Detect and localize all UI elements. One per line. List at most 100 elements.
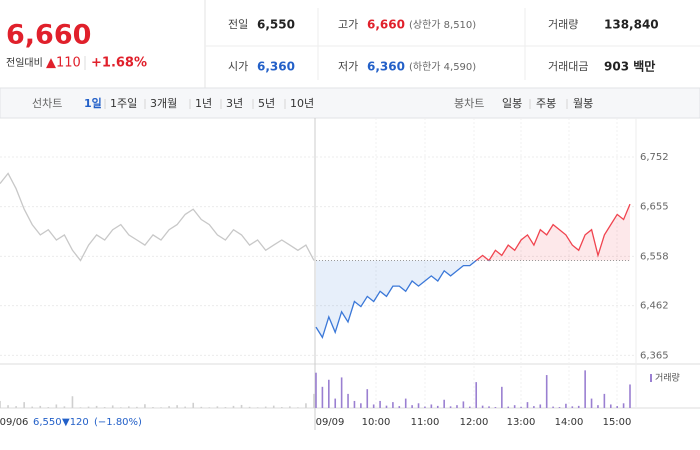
volume-bar [176, 405, 178, 408]
stat-label: 전일 [228, 17, 248, 31]
stat-value: 903 백만 [604, 59, 655, 74]
chart: 6,752 6,655 6,558 6,462 6,365 09/06 09/09 10:00… [0, 118, 700, 430]
volume-bar [353, 400, 356, 408]
x-tick-label: 10:00 [362, 417, 391, 428]
tab[interactable]: 10년 [290, 97, 314, 110]
volume-bar [192, 402, 195, 408]
volume-bar [590, 398, 593, 408]
price-line-down [315, 260, 490, 339]
x-tick-label: 11:00 [411, 417, 440, 428]
volume-bar [552, 406, 554, 408]
volume-bar [526, 402, 529, 408]
volume-bar [462, 401, 465, 408]
y-tick-label: 6,752 [640, 152, 669, 163]
volume-bar [545, 375, 548, 408]
tab[interactable]: 일봉 [502, 96, 522, 110]
legend-swatch [650, 374, 652, 382]
tab[interactable]: 3년 [226, 97, 243, 110]
volume-bar [200, 406, 203, 408]
volume-bar [256, 407, 259, 408]
volume-bar [144, 404, 146, 408]
volume-bar [366, 389, 369, 408]
x-tick-label: 12:00 [460, 417, 489, 428]
volume-bar [280, 407, 283, 408]
volume-bar [404, 398, 407, 408]
volume-bar [468, 406, 471, 408]
info-bg [30, 414, 150, 430]
tabs: 선차트 1일 1주일 3개월 1년 3년 5년 10년 봉차트 일봉 주봉 월봉 [32, 96, 593, 110]
volume-bar [501, 386, 503, 408]
tab[interactable]: 1주일 [110, 96, 137, 110]
tab-bar [0, 87, 700, 119]
volume-bar [449, 406, 452, 408]
price: 6,660 [6, 20, 91, 51]
tab[interactable]: 5년 [258, 97, 275, 110]
tab[interactable]: 1일 [84, 96, 102, 110]
stat-note: (상한가 8,510) [409, 19, 476, 31]
volume-bar [565, 403, 567, 408]
x-tick-label: 13:00 [507, 417, 536, 428]
stat-note: (하한가 4,590) [409, 60, 476, 73]
volume-bar [443, 399, 445, 408]
volume-bar [494, 407, 497, 408]
x-tick-label: 09/06 [0, 417, 28, 428]
volume-bar [208, 407, 211, 408]
volume-bar [328, 379, 330, 408]
volume-bar [334, 398, 337, 408]
price-line [0, 172, 315, 262]
volume-bar [360, 403, 362, 408]
x-tick-label: 14:00 [555, 417, 584, 428]
volume-bar [272, 405, 275, 408]
volume-bar [347, 393, 349, 408]
change-pct: +1.68% [91, 56, 147, 71]
change: ▲110 [46, 56, 81, 71]
volume-bar [603, 393, 606, 408]
volume-bar [289, 406, 291, 408]
stat-value: 138,840 [604, 18, 659, 32]
volume-bar [481, 405, 484, 408]
volume-bar [168, 406, 170, 408]
tab-group-label: 봉차트 [454, 97, 484, 110]
volume-bar [0, 400, 1, 408]
volume-bar [216, 406, 219, 408]
stat-label: 저가 [338, 60, 358, 73]
bottom-price: 6,550 [33, 417, 62, 428]
volume-bar [584, 370, 586, 408]
tab[interactable]: 1년 [195, 97, 212, 110]
volume-bar [184, 406, 186, 408]
volume-bar [520, 406, 522, 408]
legend-label: 거래량 [655, 372, 680, 384]
tab[interactable]: 3개월 [150, 97, 177, 110]
area-up [316, 204, 630, 261]
volume-bar [398, 406, 401, 408]
y-tick-label: 6,655 [640, 202, 669, 213]
tab[interactable]: 월봉 [573, 97, 593, 110]
volume-bar [385, 405, 388, 408]
volume-bar [79, 407, 82, 408]
volume-bar [430, 404, 433, 408]
volume-bar [240, 404, 243, 408]
stat-label: 거래대금 [548, 60, 588, 73]
price-line-up [475, 203, 631, 261]
stat-label: 거래량 [548, 18, 578, 31]
volume-bar [616, 406, 618, 408]
volume-bar [475, 382, 478, 408]
volume-bar [392, 402, 394, 408]
volume-bar [15, 406, 17, 408]
volume-bar [424, 406, 426, 408]
x-tick-label: 15:00 [603, 417, 632, 428]
volume-bar [152, 407, 154, 408]
y-tick-label: 6,462 [640, 301, 669, 312]
volume-bar [232, 405, 235, 408]
volume-bar [264, 406, 267, 408]
volume-bar [372, 404, 375, 408]
volume-bar [7, 405, 9, 408]
volume-bar [507, 406, 510, 408]
volume-bar [224, 407, 227, 408]
tab[interactable]: 주봉 [536, 97, 556, 110]
volume-bar [539, 404, 542, 408]
volume-bar [340, 377, 343, 408]
volume-bar [609, 404, 612, 408]
volume-bar [629, 384, 631, 408]
x-tick-label: 09/09 [316, 417, 345, 428]
